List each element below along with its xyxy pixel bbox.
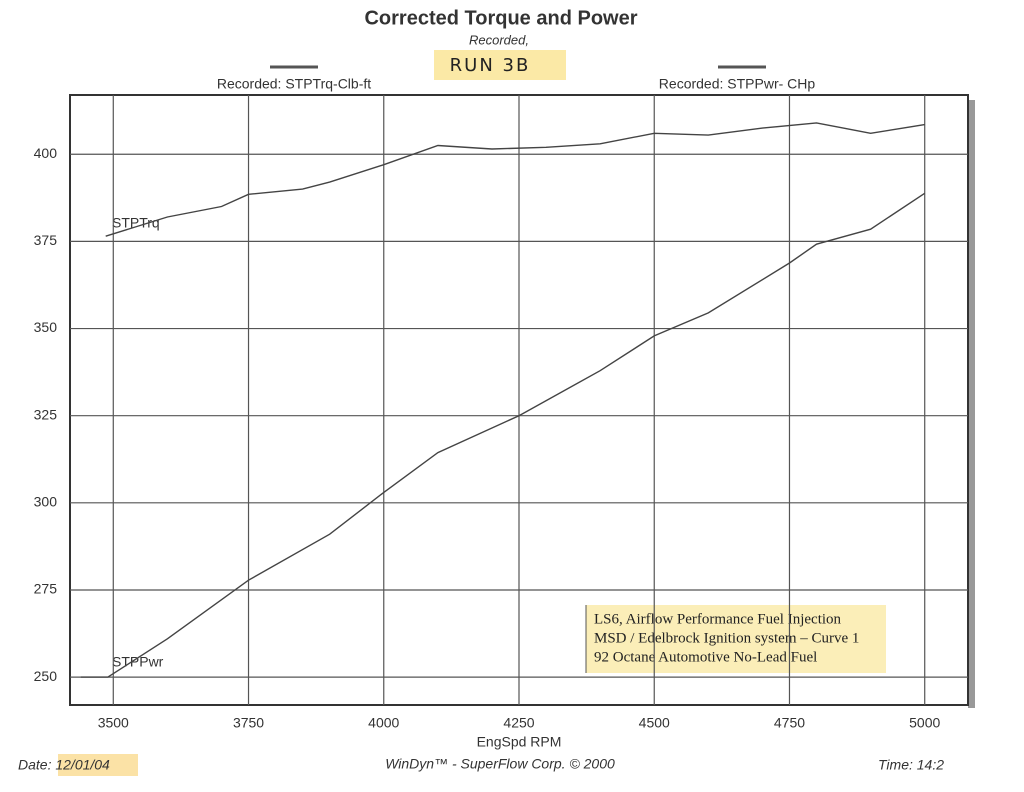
y-tick-label: 300 [34,494,58,510]
x-tick-label: 3500 [98,715,129,731]
x-tick-label: 4000 [368,715,399,731]
highlight [58,754,138,776]
x-tick-label: 3750 [233,715,264,731]
y-tick-label: 350 [34,319,58,335]
series-line [105,122,925,237]
series-label: STPTrq [112,215,160,231]
y-tick-label: 375 [34,232,58,248]
legend-header: Recorded: STPPwr- CHp [659,76,816,92]
footer-date: Date: 12/01/04 [18,757,110,773]
series-label: STPPwr [112,654,164,670]
series-line [80,192,926,678]
y-tick-label: 275 [34,581,58,597]
note-line: MSD / Edelbrock Ignition system – Curve … [594,630,859,646]
x-axis-label: EngSpd RPM [477,734,562,750]
chart-title: Corrected Torque and Power [364,7,637,29]
footer-credit: WinDyn™ - SuperFlow Corp. © 2000 [385,756,615,772]
run-label: RUN 3B [450,55,531,76]
y-tick-label: 400 [34,145,58,161]
y-tick-label: 325 [34,406,58,422]
legend-header: Recorded: STPTrq-Clb-ft [217,76,371,92]
highlight [586,605,886,673]
x-tick-label: 4250 [503,715,534,731]
highlight [434,50,566,80]
shadow [968,100,975,708]
footer-time: Time: 14:2 [878,757,944,773]
note-line: LS6, Airflow Performance Fuel Injection [594,611,842,627]
x-tick-label: 4500 [639,715,670,731]
x-tick-label: 5000 [909,715,940,731]
y-tick-label: 250 [34,668,58,684]
x-tick-label: 4750 [774,715,805,731]
note-line: 92 Octane Automotive No-Lead Fuel [594,649,817,665]
subtitle: Recorded, [469,32,529,47]
